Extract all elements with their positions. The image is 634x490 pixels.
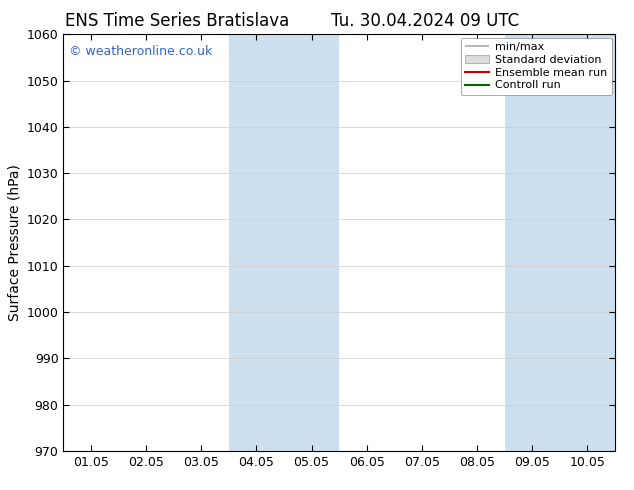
Legend: min/max, Standard deviation, Ensemble mean run, Controll run: min/max, Standard deviation, Ensemble me… (460, 38, 612, 95)
Y-axis label: Surface Pressure (hPa): Surface Pressure (hPa) (7, 164, 21, 321)
Bar (505, 34, 615, 451)
Title: ENS Time Series Bratislava    Tu. 30.04.2024 09 UTC: ENS Time Series Bratislava Tu. 30.04.202… (0, 489, 1, 490)
Text: ENS Time Series Bratislava: ENS Time Series Bratislava (65, 12, 290, 30)
Text: © weatheronline.co.uk: © weatheronline.co.uk (69, 45, 212, 58)
Text: Tu. 30.04.2024 09 UTC: Tu. 30.04.2024 09 UTC (331, 12, 519, 30)
Bar (229, 34, 339, 451)
